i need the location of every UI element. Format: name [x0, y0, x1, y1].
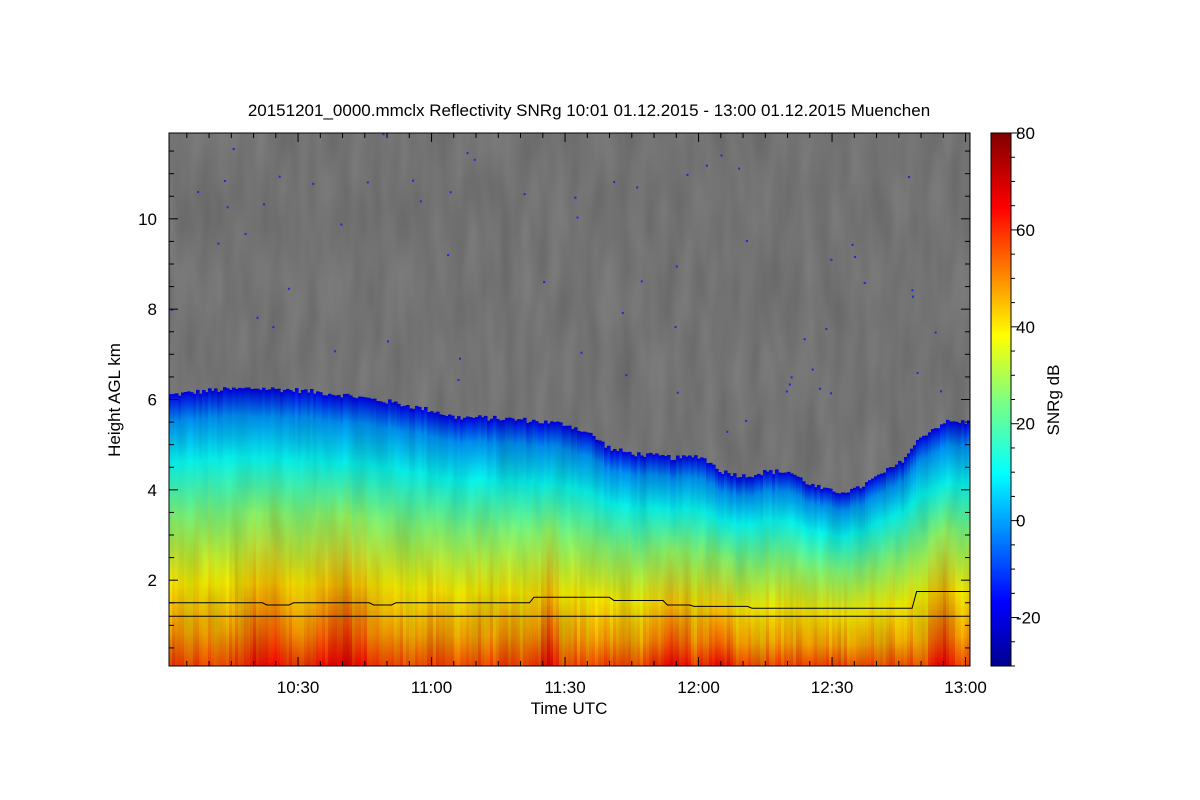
noise-specks — [170, 133, 943, 433]
x-tick-label: 12:30 — [811, 678, 854, 697]
x-tick-label: 12:00 — [677, 678, 720, 697]
x-tick-label: 10:30 — [277, 678, 320, 697]
x-tick-label: 11:00 — [411, 678, 452, 697]
x-tick-label: 13:00 — [944, 678, 987, 697]
y-tick-label: 6 — [148, 391, 157, 410]
x-tick-label: 11:30 — [544, 678, 585, 697]
overlay-line-1 — [169, 591, 970, 609]
y-axis: 2 4 6 8 10 — [138, 150, 970, 649]
colorbar-tick-label: 40 — [1016, 318, 1035, 337]
colorbar-tick-label: 60 — [1016, 221, 1035, 240]
echo-field — [169, 133, 970, 666]
colorbar-tick-label: -20 — [1016, 609, 1041, 628]
colorbar: 80 60 40 20 0 -20 — [990, 124, 1041, 667]
plot-area — [169, 133, 970, 666]
colorbar-tick-label: 0 — [1016, 512, 1025, 531]
y-tick-label: 10 — [138, 210, 157, 229]
colorbar-gradient — [990, 132, 1012, 667]
y-tick-label: 2 — [148, 571, 157, 590]
y-axis-label: Height AGL km — [105, 343, 124, 457]
colorbar-ticks: 80 60 40 20 0 -20 — [1011, 124, 1041, 667]
y-tick-label: 4 — [148, 481, 157, 500]
y-tick-label: 8 — [148, 300, 157, 319]
colorbar-label: SNRg dB — [1044, 365, 1063, 436]
x-axis: 10:30 11:00 11:30 12:00 12:30 13:00 — [186, 133, 987, 697]
x-axis-label: Time UTC — [531, 699, 608, 718]
colorbar-tick-label: 20 — [1016, 415, 1035, 434]
chart-title: 20151201_0000.mmclx Reflectivity SNRg 10… — [248, 101, 930, 120]
colorbar-tick-label: 80 — [1016, 124, 1035, 143]
overlay-lines — [169, 591, 970, 617]
